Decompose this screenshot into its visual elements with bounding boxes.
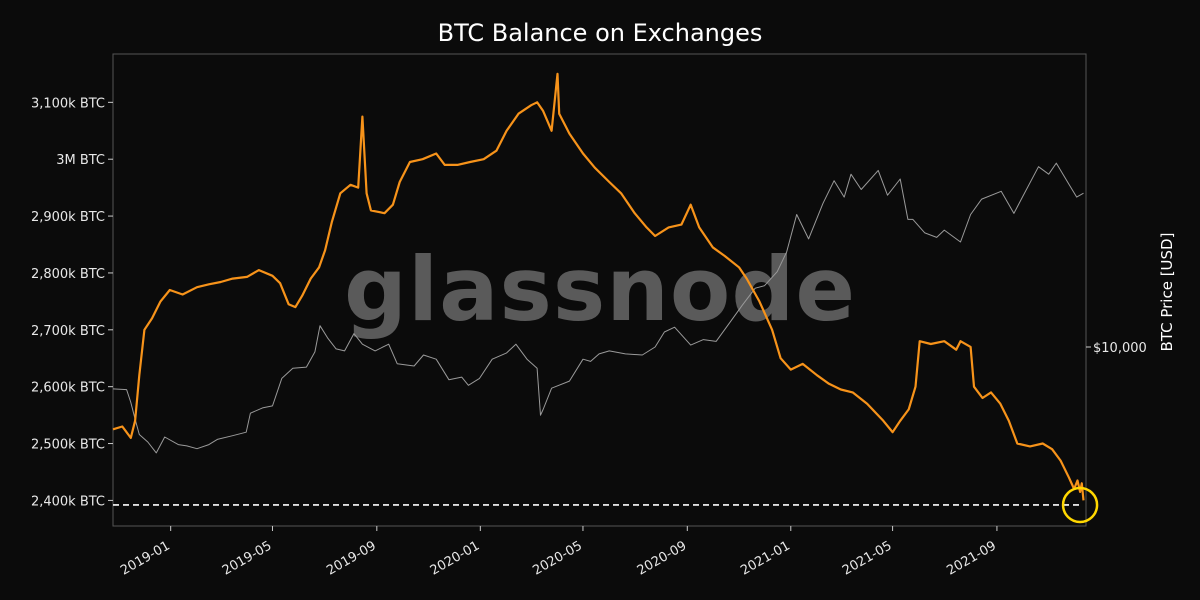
y-left-tick-label: 3M BTC <box>56 153 105 168</box>
y-left-tick-label: 3,100k BTC <box>31 96 105 111</box>
series-layer <box>112 72 1085 501</box>
chart-title: BTC Balance on Exchanges <box>438 19 763 47</box>
x-axis: 2019-01 2019-05 2019-09 2020-01 2020-05 2020-… <box>118 526 999 579</box>
y-left-tick-label: 2,700k BTC <box>31 324 105 339</box>
y-axis-left: 2,400k BTC 2,500k BTC 2,600k BTC 2,700k BTC… <box>31 96 113 509</box>
x-tick-label: 2021-01 <box>738 538 793 578</box>
highlight-circle <box>1061 486 1099 524</box>
y-left-tick-label: 2,400k BTC <box>31 494 105 509</box>
plot-frame <box>112 53 1087 527</box>
y-left-tick-label: 2,500k BTC <box>31 438 105 453</box>
x-tick-label: 2020-01 <box>428 538 483 578</box>
y-left-tick-label: 2,900k BTC <box>31 210 105 225</box>
watermark-logo: glassnode <box>344 238 856 341</box>
x-tick-label: 2021-05 <box>840 538 895 578</box>
price-series-line <box>112 162 1084 454</box>
balance-series-line <box>112 72 1085 501</box>
y-right-tick-label: $10,000 <box>1093 341 1147 356</box>
y-axis-right-label: BTC Price [USD] <box>1158 233 1176 352</box>
x-tick-label: 2020-05 <box>530 538 585 578</box>
y-left-tick-label: 2,600k BTC <box>31 381 105 396</box>
x-tick-label: 2019-09 <box>324 538 379 578</box>
x-tick-label: 2020-09 <box>635 538 690 578</box>
x-tick-label: 2019-05 <box>220 538 275 578</box>
x-tick-label: 2019-01 <box>118 538 173 578</box>
annotations <box>113 486 1099 524</box>
y-left-tick-label: 2,800k BTC <box>31 267 105 282</box>
y-axis-right: $10,000 <box>1086 341 1147 356</box>
x-tick-label: 2021-09 <box>944 538 999 578</box>
